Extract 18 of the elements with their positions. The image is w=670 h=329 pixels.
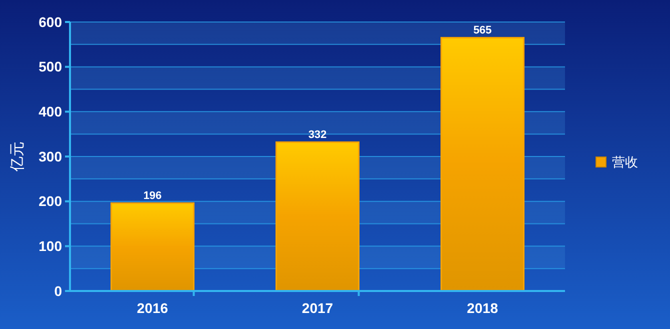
y-tick-label: 600	[38, 14, 62, 30]
data-label: 565	[473, 24, 492, 37]
y-tick-label: 400	[38, 104, 62, 120]
y-tick-label: 500	[38, 58, 62, 75]
x-tick-label: 2016	[136, 300, 168, 316]
data-label: 332	[308, 129, 327, 142]
y-tick-label: 200	[38, 193, 62, 210]
bar	[276, 141, 360, 292]
bar	[440, 36, 524, 292]
y-axis-title: 亿元	[8, 142, 26, 172]
y-tick-label: 300	[38, 148, 62, 164]
bar	[110, 202, 194, 292]
legend-label: 营收	[612, 156, 638, 171]
x-tick-label: 2017	[302, 300, 334, 316]
data-label: 196	[143, 190, 162, 202]
y-tick-label: 100	[38, 238, 62, 254]
y-tick-label: 0	[54, 282, 62, 299]
x-tick-label: 2018	[466, 300, 498, 316]
